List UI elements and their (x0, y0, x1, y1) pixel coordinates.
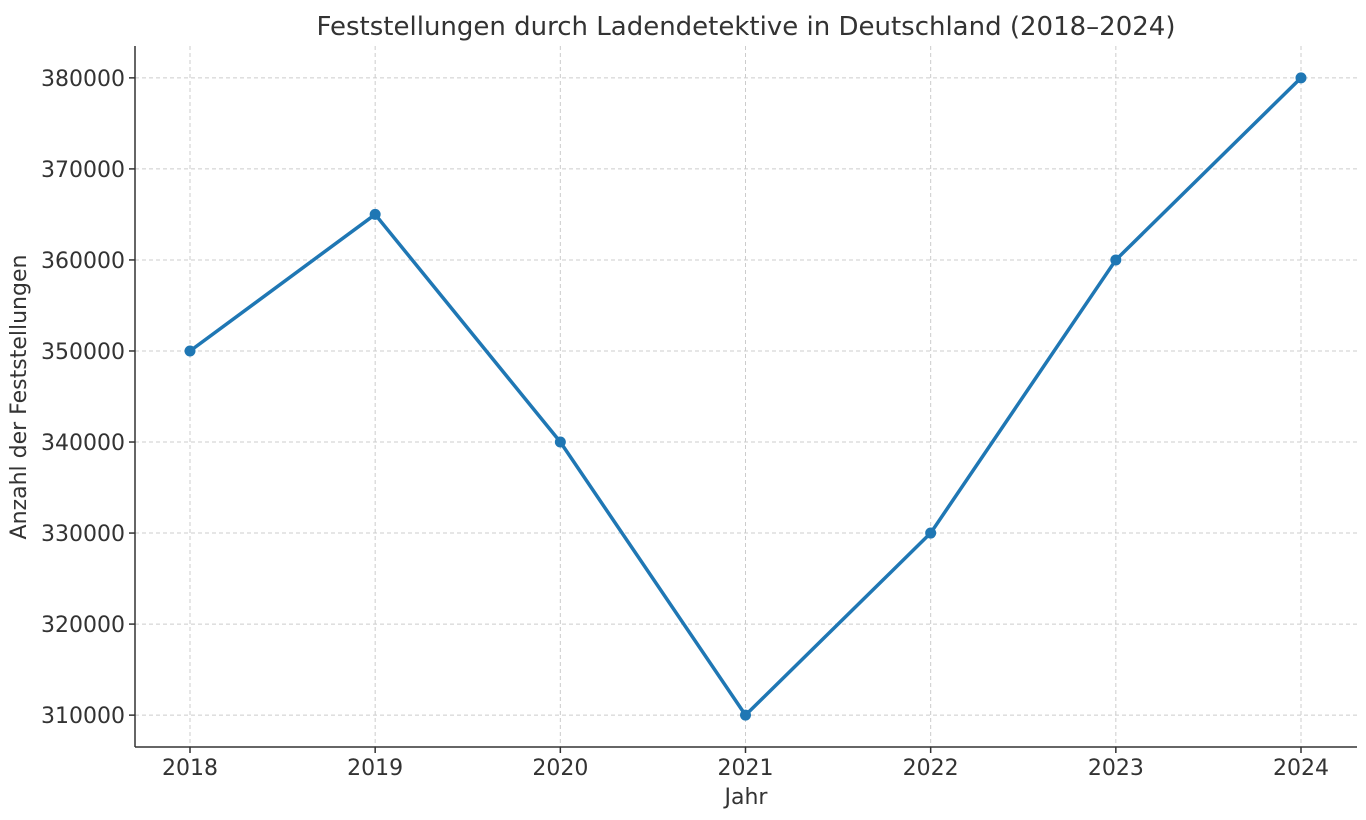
data-point (554, 436, 566, 448)
data-point (1295, 72, 1307, 84)
y-tick-label: 360000 (41, 249, 125, 274)
y-tick-label: 370000 (41, 158, 125, 183)
y-tick-label: 310000 (41, 704, 125, 729)
y-tick-label: 330000 (41, 522, 125, 547)
data-point (740, 709, 751, 721)
y-tick-label: 340000 (41, 431, 125, 456)
data-point (1110, 254, 1122, 266)
x-tick-label: 2018 (162, 756, 218, 781)
grid (135, 46, 1357, 747)
y-tick-label: 320000 (41, 613, 125, 638)
x-axis-ticks: 2018 2019 2020 2021 2022 2023 2024 (162, 747, 1329, 781)
data-point (369, 208, 381, 220)
chart-title: Feststellungen durch Ladendetektive in D… (316, 12, 1175, 42)
data-point (925, 527, 937, 539)
y-tick-label: 350000 (41, 340, 125, 365)
x-tick-label: 2024 (1273, 756, 1329, 781)
y-axis-ticks: 310000 320000 330000 340000 350000 360000 3700… (41, 67, 135, 729)
x-axis-label: Jahr (723, 785, 769, 810)
x-tick-label: 2022 (903, 756, 959, 781)
data-point (184, 345, 196, 357)
x-tick-label: 2019 (347, 756, 403, 781)
x-tick-label: 2020 (532, 756, 588, 781)
series (184, 72, 1307, 721)
y-axis-label: Anzahl der Feststellungen (7, 255, 32, 540)
x-tick-label: 2023 (1088, 756, 1144, 781)
y-tick-label: 380000 (41, 67, 125, 92)
x-tick-label: 2021 (718, 756, 774, 781)
